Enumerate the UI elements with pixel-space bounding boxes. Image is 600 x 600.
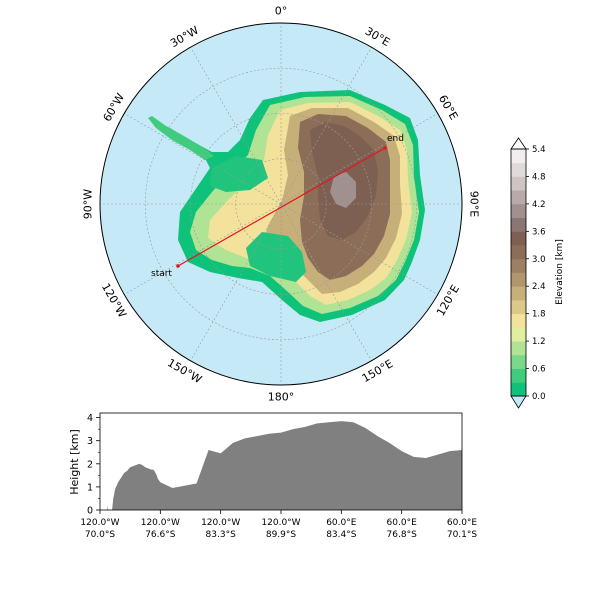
x-tick-label-lat: 83.4°S [326, 530, 357, 540]
meridian-label: 0° [275, 5, 288, 18]
colorbar-tick-label: 0.0 [532, 392, 546, 402]
parallel-2 [190, 113, 372, 295]
x-tick-label-lon: 60.0°E [326, 518, 357, 528]
colorbar-tick-label: 4.8 [532, 172, 546, 182]
colorbar-band [511, 231, 526, 246]
colorbar-tick-label: 1.8 [532, 310, 546, 320]
transect: start end [151, 134, 404, 279]
x-tick-label-lat: 70.0°S [85, 530, 116, 540]
profile-y-ticks: 0 1 2 3 4 [87, 413, 100, 517]
polar-map: 0°30°E60°E90°E120°E150°E180°150°W120°W90… [82, 5, 481, 404]
map-boundary [99, 22, 463, 386]
y-tick-label: 0 [87, 506, 93, 517]
colorbar-band [511, 382, 526, 397]
colorbar-band [511, 327, 526, 342]
colorbar-bands [511, 149, 526, 397]
ice-shelf-ronne [210, 156, 268, 192]
colorbar-band [511, 354, 526, 369]
x-tick-label-lat: 76.8°S [387, 530, 418, 540]
transect-line [177, 147, 386, 267]
y-tick-label: 4 [87, 413, 93, 424]
colorbar-tick-label: 0.6 [532, 365, 546, 375]
x-tick-label-lon: 120.0°W [261, 518, 300, 528]
x-tick-label-lon: 60.0°E [447, 518, 478, 528]
colorbar-band [511, 341, 526, 356]
meridian-label: 90°W [82, 189, 95, 219]
y-tick-label: 3 [87, 436, 93, 447]
colorbar-band [511, 299, 526, 315]
colorbar-band [511, 258, 526, 273]
colorbar-band [511, 176, 526, 191]
colorbar-under-extension [510, 395, 527, 409]
profile-area [100, 421, 462, 510]
colorbar-label: Elevation [km] [555, 239, 565, 305]
profile-x-ticks: 120.0°W 70.0°S 120.0°W 76.6°S 120.0°W 83.3°S 1… [80, 510, 477, 540]
colorbar: 0.0 0.6 1.2 1.8 2.4 3.0 3.6 4.2 4.8 5.4 Elevation… [510, 137, 565, 409]
meridian-label: 180° [268, 391, 295, 404]
colorbar-tick-label: 3.0 [532, 255, 546, 265]
colorbar-band [511, 217, 526, 232]
transect-end-marker [383, 146, 387, 150]
antarctica [148, 90, 425, 322]
colorbar-band [511, 162, 526, 177]
profile-ylabel: Height [km] [68, 429, 81, 495]
colorbar-tick-label: 4.2 [532, 200, 546, 210]
x-tick-label-lat: 83.3°S [206, 530, 237, 540]
colorbar-tick-label: 1.2 [532, 337, 546, 347]
y-tick-label: 2 [87, 459, 93, 470]
elevation-band-6 [330, 172, 356, 208]
colorbar-tick-label: 5.4 [532, 145, 546, 155]
elevation-profile: 0 1 2 3 4 120.0°W 70.0°S 120.0°W 76.6°S 120.0°W 8… [68, 412, 477, 540]
transect-start-marker [176, 264, 180, 268]
transect-end-label: end [387, 134, 404, 144]
graticule [100, 23, 462, 385]
y-tick-label: 1 [87, 482, 93, 493]
colorbar-band [511, 272, 526, 287]
colorbar-frame [510, 148, 527, 397]
colorbar-band [511, 203, 526, 219]
colorbar-band [511, 190, 526, 205]
colorbar-band [511, 286, 526, 301]
x-tick-label-lat: 70.1°S [447, 530, 478, 540]
x-tick-label-lon: 120.0°W [80, 518, 119, 528]
colorbar-ticks: 0.0 0.6 1.2 1.8 2.4 3.0 3.6 4.2 4.8 5.4 [526, 145, 546, 402]
colorbar-tick-label: 2.4 [532, 282, 546, 292]
colorbar-band [511, 313, 526, 328]
parallel-3 [144, 67, 418, 341]
colorbar-band [511, 245, 526, 260]
antarctic-peninsula [148, 116, 214, 160]
x-tick-label-lat: 76.6°S [145, 530, 176, 540]
x-tick-label-lon: 120.0°W [201, 518, 240, 528]
x-tick-label-lon: 120.0°W [141, 518, 180, 528]
x-tick-label-lon: 60.0°E [387, 518, 418, 528]
x-tick-label-lat: 89.9°S [266, 530, 297, 540]
colorbar-band [511, 368, 526, 383]
colorbar-tick-label: 3.6 [532, 227, 546, 237]
ice-shelf-ross [246, 232, 306, 282]
meridian-label: 90°E [468, 191, 481, 217]
colorbar-band [511, 149, 526, 164]
colorbar-over-extension [510, 137, 527, 150]
transect-start-label: start [151, 269, 172, 279]
